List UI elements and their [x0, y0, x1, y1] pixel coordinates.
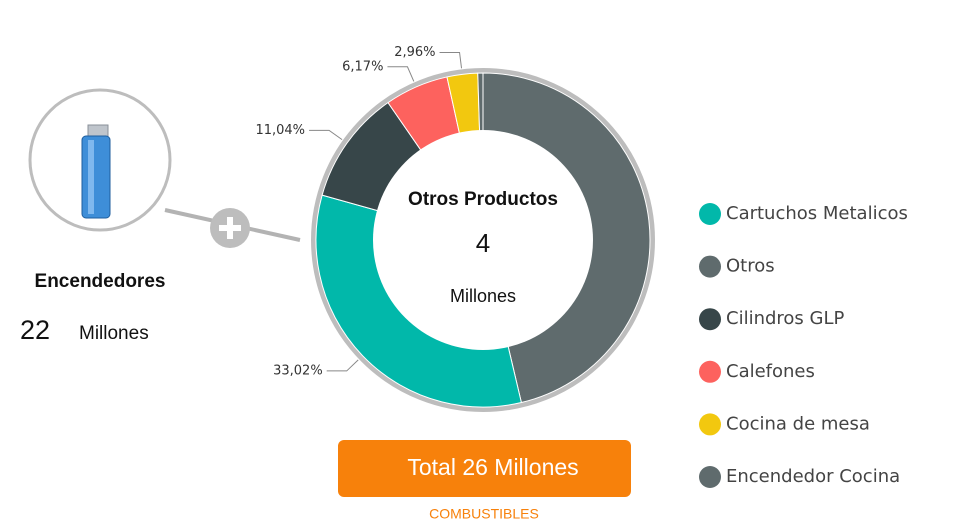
data-label: 11,04% — [255, 123, 305, 138]
leader-line — [326, 359, 359, 372]
leader-line — [387, 66, 415, 82]
legend-label: Cilindros GLP — [726, 308, 844, 329]
data-label: 2,96% — [394, 45, 435, 60]
total-button[interactable] — [338, 440, 631, 497]
data-label: 6,17% — [342, 59, 383, 74]
card-title: Encendedores — [35, 271, 166, 292]
lighter-icon — [81, 124, 111, 219]
center-unit: Millones — [450, 286, 516, 306]
center-title: Otros Productos — [408, 189, 558, 210]
legend-swatch — [699, 466, 721, 488]
footer-label: COMBUSTIBLES — [429, 506, 539, 522]
legend-label: Encendedor Cocina — [726, 466, 900, 487]
leader-line — [309, 129, 343, 141]
legend-swatch — [699, 255, 721, 278]
donut-hole — [373, 130, 593, 350]
total-label: Total 26 Millones — [407, 454, 578, 480]
data-label: 33,02% — [273, 363, 323, 378]
plus-icon — [219, 217, 241, 239]
leader-line — [439, 51, 463, 69]
card-value: 22 — [20, 315, 50, 345]
legend-swatch — [699, 203, 721, 225]
legend-label: Otros — [726, 256, 775, 277]
legend-label: Cocina de mesa — [726, 413, 870, 434]
card-unit: Millones — [79, 323, 149, 344]
legend-swatch — [699, 360, 721, 383]
legend-label: Cartuchos Metalicos — [726, 203, 908, 224]
donut-ring — [311, 68, 655, 412]
legend-label: Calefones — [726, 361, 815, 382]
legend-swatch — [699, 413, 721, 436]
legend-swatch — [699, 308, 721, 331]
center-value: 4 — [476, 228, 490, 258]
